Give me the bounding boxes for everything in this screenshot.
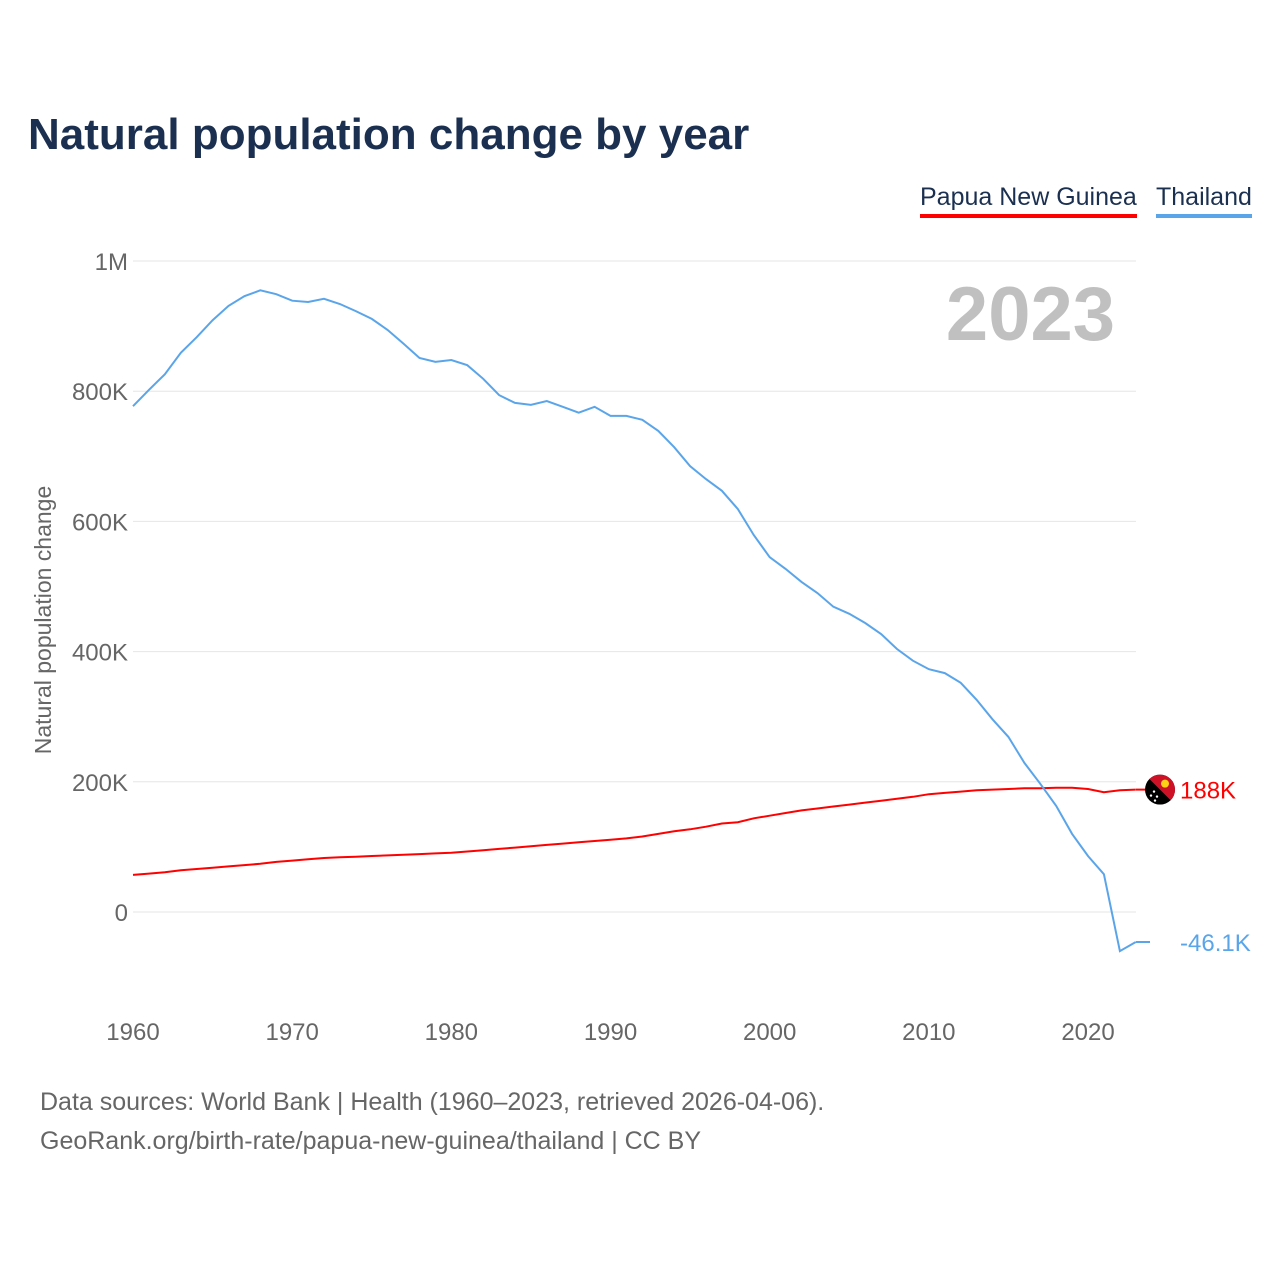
x-tick-label: 2010: [902, 1019, 955, 1046]
y-tick-label: 1M: [95, 249, 128, 276]
end-value-label: 188K: [1180, 778, 1236, 805]
series-line-thailand: [132, 289, 1137, 953]
end-value-label: -46.1K: [1180, 930, 1251, 957]
y-tick-label: 200K: [72, 770, 128, 797]
papua-new-guinea-flag-icon: [1145, 774, 1175, 805]
legend-item-papua-new-guinea[interactable]: Papua New Guinea: [920, 183, 1137, 218]
y-tick-label: 800K: [72, 379, 128, 406]
chart-title: Natural population change by year: [28, 110, 750, 159]
x-tick-label: 1960: [106, 1019, 159, 1046]
x-tick-label: 1990: [584, 1019, 637, 1046]
series-line-papua-new-guinea: [132, 786, 1136, 876]
x-tick-label: 1980: [425, 1019, 478, 1046]
line-chart: 0 200K 400K 600K 800K 1M 1960 1970 1980 1990 2000 2…: [30, 249, 1251, 1046]
y-axis-label: Natural population change: [30, 486, 56, 755]
legend-item-thailand[interactable]: Thailand: [1156, 183, 1252, 218]
year-label: 2023: [946, 272, 1115, 357]
source-link[interactable]: GeoRank.org/birth-rate/papua-new-guinea/…: [40, 1127, 702, 1155]
y-tick-label: 0: [115, 900, 128, 927]
data-source-note: Data sources: World Bank | Health (1960–…: [40, 1088, 825, 1116]
x-tick-label: 2000: [743, 1019, 796, 1046]
y-tick-label: 600K: [72, 509, 128, 536]
x-tick-label: 1970: [265, 1019, 318, 1046]
x-tick-label: 2020: [1061, 1019, 1114, 1046]
y-tick-label: 400K: [72, 640, 128, 667]
